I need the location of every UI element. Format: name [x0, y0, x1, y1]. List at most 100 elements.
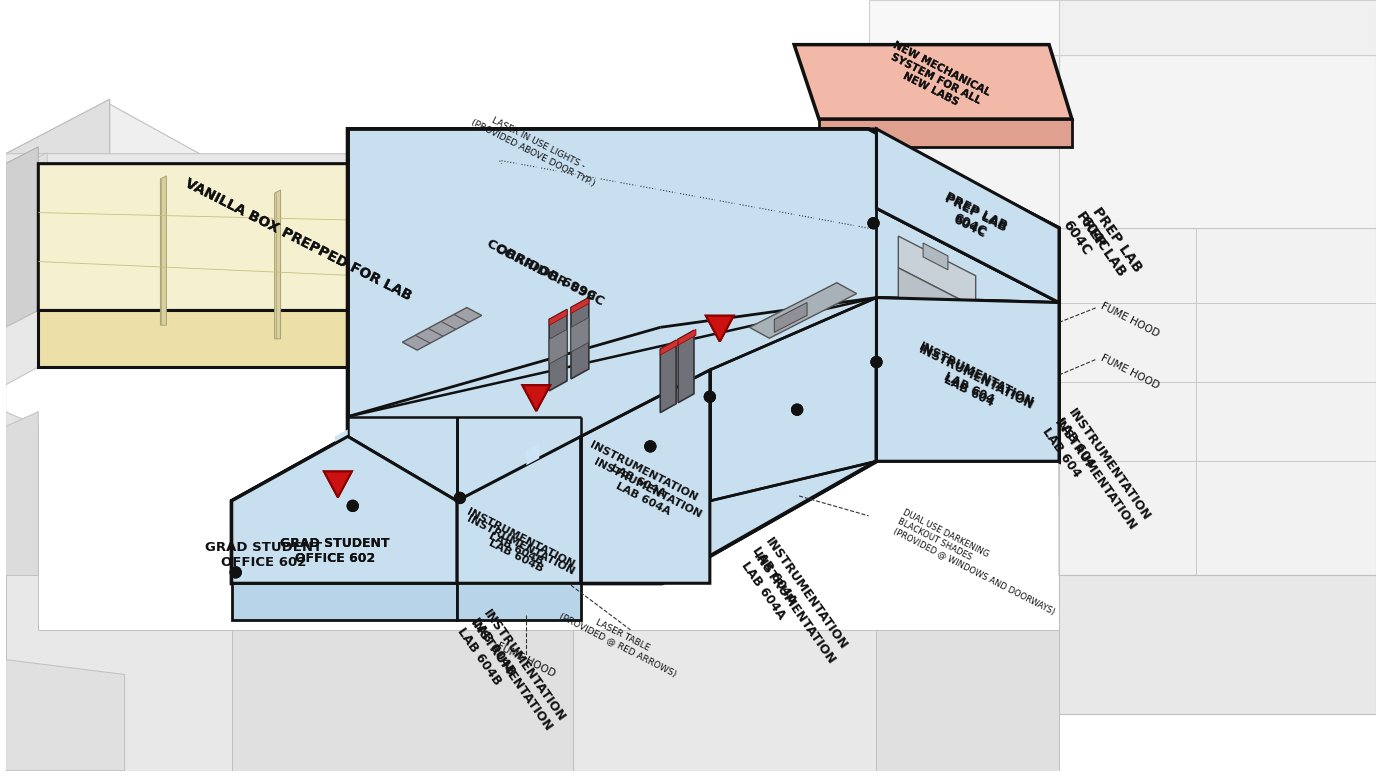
Polygon shape: [80, 204, 95, 347]
Text: PREP LAB
604C: PREP LAB 604C: [936, 190, 1009, 246]
Text: INSTRUMENTATION
LAB 604B: INSTRUMENTATION LAB 604B: [460, 507, 576, 580]
Circle shape: [347, 500, 358, 511]
Polygon shape: [402, 308, 482, 350]
Polygon shape: [457, 584, 580, 620]
Polygon shape: [898, 268, 976, 340]
Polygon shape: [6, 104, 253, 308]
Circle shape: [705, 392, 716, 402]
Circle shape: [645, 441, 656, 451]
Polygon shape: [50, 183, 65, 331]
Circle shape: [868, 218, 879, 228]
Circle shape: [792, 404, 803, 415]
Circle shape: [792, 404, 803, 415]
Polygon shape: [876, 298, 1059, 462]
Polygon shape: [323, 472, 352, 497]
Circle shape: [645, 441, 656, 451]
Text: FUME HOOD: FUME HOOD: [1100, 353, 1161, 391]
Polygon shape: [820, 119, 1072, 147]
Polygon shape: [706, 315, 734, 342]
Polygon shape: [232, 437, 457, 584]
Polygon shape: [571, 298, 589, 313]
Circle shape: [455, 493, 466, 503]
Text: GRAD STUDENT
OFFICE 602: GRAD STUDENT OFFICE 602: [281, 537, 390, 565]
Text: INSTRUMENTATION
LAB 604A: INSTRUMENTATION LAB 604A: [582, 440, 698, 513]
Polygon shape: [36, 173, 50, 323]
Text: PREP LAB
604C: PREP LAB 604C: [1077, 204, 1144, 284]
Text: INSTRUMENTATION
LAB 604: INSTRUMENTATION LAB 604: [909, 340, 1036, 423]
Polygon shape: [6, 154, 21, 308]
Text: LASER TABLE
(PROVIDED @ RED ARROWS): LASER TABLE (PROVIDED @ RED ARROWS): [558, 601, 683, 678]
Polygon shape: [47, 165, 69, 324]
Polygon shape: [160, 176, 166, 325]
Text: LASER IN USE LIGHTS -
(PROVIDED ABOVE DOOR TYP.): LASER IN USE LIGHTS - (PROVIDED ABOVE DO…: [470, 108, 601, 188]
Polygon shape: [69, 176, 91, 336]
Text: FUME HOOD: FUME HOOD: [495, 640, 557, 678]
Text: GRAD STUDENT
OFFICE 602: GRAD STUDENT OFFICE 602: [205, 542, 322, 570]
Text: INSTRUMENTATION
LAB 604B: INSTRUMENTATION LAB 604B: [460, 514, 576, 587]
Polygon shape: [679, 330, 694, 402]
Text: CORRIDOR 699C: CORRIDOR 699C: [485, 237, 598, 303]
Polygon shape: [1059, 228, 1376, 575]
Text: PREP LAB
604C: PREP LAB 604C: [1060, 208, 1128, 287]
Polygon shape: [39, 164, 720, 392]
Polygon shape: [549, 329, 567, 364]
Polygon shape: [580, 370, 710, 584]
Polygon shape: [522, 385, 550, 411]
Polygon shape: [661, 340, 676, 413]
Polygon shape: [457, 437, 580, 584]
Polygon shape: [618, 232, 623, 380]
Polygon shape: [232, 584, 457, 620]
Polygon shape: [25, 153, 47, 312]
Polygon shape: [6, 311, 574, 385]
Text: PREP LAB
604C: PREP LAB 604C: [936, 193, 1009, 248]
Text: INSTRUMENTATION
LAB 604B: INSTRUMENTATION LAB 604B: [455, 617, 554, 743]
Polygon shape: [876, 298, 1059, 462]
Polygon shape: [549, 309, 567, 326]
Polygon shape: [6, 591, 124, 771]
Polygon shape: [65, 193, 80, 340]
Text: DUAL USE DARKENING
BLACKOUT SHADES
(PROVIDED @ WINDOWS AND DOORWAYS): DUAL USE DARKENING BLACKOUT SHADES (PROV…: [891, 507, 1066, 616]
Polygon shape: [91, 189, 113, 348]
Polygon shape: [527, 444, 539, 465]
Polygon shape: [868, 0, 1376, 54]
Polygon shape: [6, 99, 109, 213]
Polygon shape: [706, 315, 734, 342]
Polygon shape: [39, 311, 574, 367]
Text: VANILLA BOX PREPPED FOR LAB: VANILLA BOX PREPPED FOR LAB: [182, 176, 413, 304]
Polygon shape: [1059, 308, 1376, 575]
Polygon shape: [1059, 575, 1376, 714]
Polygon shape: [95, 213, 109, 355]
Polygon shape: [275, 190, 281, 339]
Polygon shape: [6, 412, 39, 591]
Polygon shape: [574, 311, 720, 448]
Circle shape: [455, 493, 466, 503]
Polygon shape: [6, 147, 39, 327]
Text: NEW MECHANICAL
SYSTEM FOR ALL
NEW LABS: NEW MECHANICAL SYSTEM FOR ALL NEW LABS: [880, 40, 991, 119]
Text: NEW MECHANICAL
SYSTEM FOR ALL
NEW LABS: NEW MECHANICAL SYSTEM FOR ALL NEW LABS: [880, 40, 991, 119]
Polygon shape: [1059, 54, 1376, 228]
Polygon shape: [113, 200, 134, 360]
Circle shape: [868, 218, 879, 228]
Polygon shape: [1059, 0, 1376, 54]
Circle shape: [871, 357, 882, 368]
Polygon shape: [334, 430, 348, 451]
Polygon shape: [571, 318, 589, 352]
Polygon shape: [661, 340, 679, 355]
Polygon shape: [232, 437, 457, 584]
Polygon shape: [549, 309, 567, 391]
Text: INSTRUMENTATION
LAB 604: INSTRUMENTATION LAB 604: [1039, 416, 1139, 542]
Polygon shape: [898, 236, 976, 308]
Polygon shape: [774, 302, 807, 333]
Polygon shape: [522, 385, 550, 411]
Polygon shape: [6, 0, 1376, 771]
Text: GRAD STUDENT
OFFICE 602: GRAD STUDENT OFFICE 602: [281, 537, 390, 565]
Polygon shape: [795, 44, 1072, 119]
Polygon shape: [1059, 308, 1376, 496]
Polygon shape: [232, 129, 1059, 584]
Text: INSTRUMENTATION
LAB 604B: INSTRUMENTATION LAB 604B: [468, 607, 568, 733]
Polygon shape: [21, 164, 36, 315]
Text: INSTRUMENTATION
LAB 604: INSTRUMENTATION LAB 604: [909, 343, 1036, 427]
Text: INSTRUMENTATION
LAB 604A: INSTRUMENTATION LAB 604A: [587, 457, 703, 531]
Polygon shape: [503, 218, 509, 366]
Circle shape: [871, 357, 882, 368]
